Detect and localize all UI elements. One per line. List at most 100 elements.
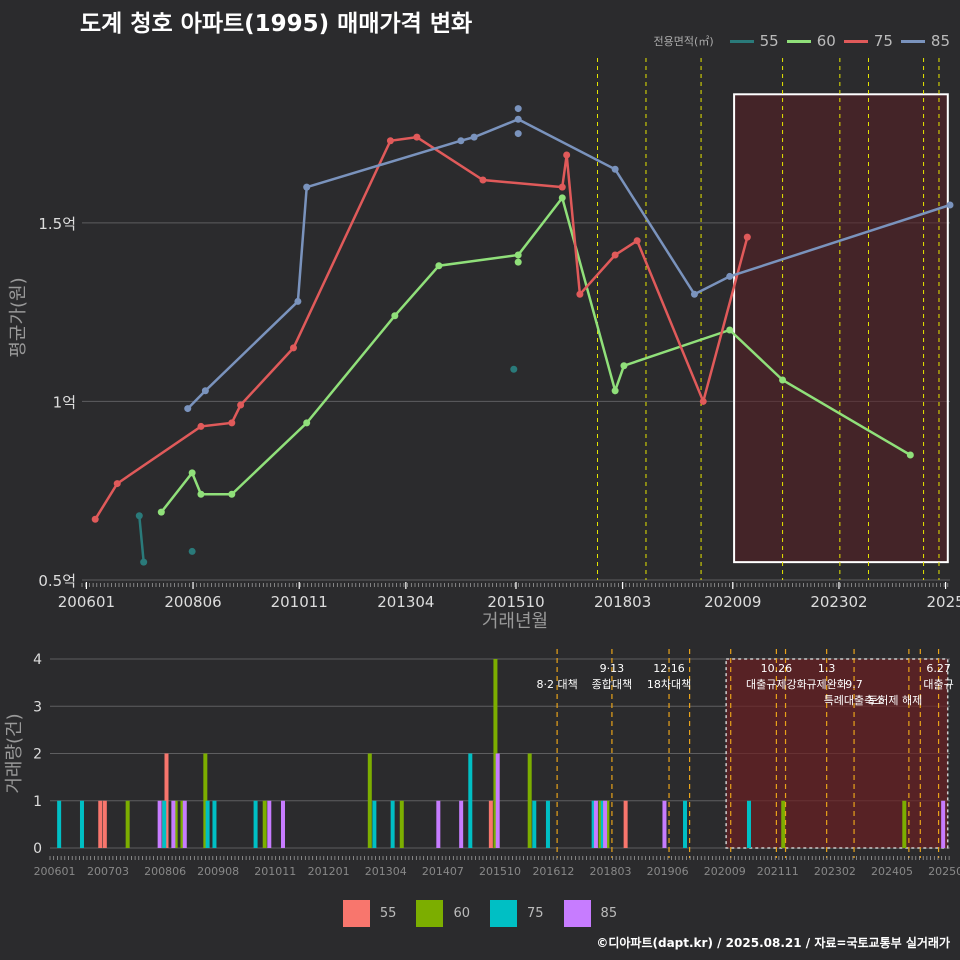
data-point-60	[726, 326, 734, 334]
data-point-85	[294, 297, 302, 305]
data-point-85	[201, 387, 209, 395]
bar-75	[545, 800, 550, 848]
data-point-75	[699, 397, 707, 405]
legend-top-item-85: 85	[900, 32, 950, 50]
legend-bottom-item-85: 85	[563, 900, 618, 927]
x-tick-label: 2025	[927, 593, 960, 611]
legend-swatch	[490, 900, 517, 927]
policy-annotation: 6.27	[926, 662, 951, 675]
bar-75	[600, 800, 605, 848]
y-tick-label: 3	[33, 699, 42, 715]
y-tick-label: 1	[33, 794, 42, 810]
data-point-60	[906, 451, 914, 459]
data-point-75	[197, 422, 205, 430]
data-point-60	[620, 362, 628, 370]
legend-swatch	[729, 39, 754, 43]
series-line-75	[94, 135, 749, 520]
legend-bottom: 55 60 75 85	[0, 900, 960, 927]
bar-60	[203, 753, 208, 848]
policy-annotation: 토허제 해제	[868, 693, 922, 707]
data-point-60	[611, 387, 619, 395]
data-point-60	[303, 419, 311, 427]
bar-85	[280, 800, 285, 848]
data-point-85	[514, 105, 522, 113]
legend-bottom-item-55: 55	[342, 900, 396, 927]
bar-85	[267, 800, 272, 848]
policy-annotation: 9·13	[600, 662, 625, 675]
x-tick-label: 201407	[422, 865, 464, 878]
x-tick-label: 200703	[87, 865, 129, 878]
x-tick-label: 200806	[144, 865, 186, 878]
bar-75	[746, 800, 751, 848]
y-tick-label: 2	[33, 747, 42, 763]
bar-85	[171, 800, 176, 848]
data-point-85	[184, 405, 192, 413]
x-tick-label: 201304	[377, 593, 434, 611]
policy-annotation: 1.3	[818, 662, 836, 675]
data-point-60	[558, 194, 566, 202]
data-point-60	[514, 251, 522, 259]
data-point-85	[470, 133, 478, 141]
data-point-60	[197, 490, 205, 498]
y-axis-label: 거래량(건)	[4, 713, 25, 793]
x-tick-label: 201011	[254, 865, 296, 878]
data-point-75	[633, 237, 641, 245]
data-point-55	[135, 512, 143, 520]
bar-55	[488, 800, 493, 848]
bar-85	[495, 753, 500, 848]
bar-60	[367, 753, 372, 848]
bar-60	[605, 800, 610, 848]
legend-top: 전용면적(㎡) 55 60 75 85	[654, 32, 950, 50]
data-point-60	[435, 262, 443, 270]
footer-credit: ©디아파트(dapt.kr) / 2025.08.21 / 자료=국토교통부 실…	[596, 936, 950, 950]
legend-top-item-60: 60	[786, 32, 836, 50]
bar-85	[593, 800, 598, 848]
bar-55	[98, 800, 103, 848]
data-point-75	[563, 151, 571, 159]
data-point-75	[228, 419, 236, 427]
bar-75	[79, 800, 84, 848]
data-point-75	[237, 401, 245, 409]
data-point-85	[946, 201, 954, 209]
data-point-85	[303, 183, 311, 191]
series-line-55	[138, 515, 145, 563]
data-point-60	[157, 508, 165, 516]
x-tick-label: 201304	[365, 865, 407, 878]
data-point-75	[91, 515, 99, 523]
x-tick-label: 201803	[594, 593, 651, 611]
data-point-60	[391, 312, 399, 320]
bar-75	[468, 753, 473, 848]
y-axis-label: 평균가(원)	[8, 277, 29, 357]
bar-75	[372, 800, 377, 848]
bar-60	[902, 800, 907, 848]
y-tick-label: 1억	[53, 393, 76, 411]
data-point-85	[457, 137, 465, 145]
legend-label: 85	[930, 32, 950, 50]
data-point-75	[289, 344, 297, 352]
bar-75	[683, 800, 688, 848]
legend-label: 85	[600, 906, 618, 921]
y-tick-label: 4	[33, 652, 42, 668]
bar-85	[662, 800, 667, 848]
x-tick-label: 202009	[704, 865, 746, 878]
y-tick-label: 1.5억	[38, 215, 76, 233]
chart-title: 도계 청호 아파트(1995) 매매가격 변화	[80, 11, 473, 37]
legend-swatch	[786, 39, 811, 43]
bar-55	[164, 753, 169, 848]
bar-75	[591, 800, 596, 848]
policy-annotation: 18차대책	[647, 678, 691, 691]
x-tick-label: 200601	[34, 865, 76, 878]
highlight-region	[725, 658, 949, 849]
legend-swatch	[416, 900, 444, 927]
data-point-55	[510, 365, 518, 373]
bar-85	[157, 800, 162, 848]
bar-75	[162, 800, 167, 848]
x-tick-label: 200601	[58, 593, 115, 611]
bar-60	[598, 800, 603, 848]
x-tick-label: 201803	[590, 865, 632, 878]
legend-swatch	[900, 39, 925, 43]
data-point-60	[514, 258, 522, 266]
x-tick-label: 200806	[164, 593, 221, 611]
data-point-85	[611, 165, 619, 173]
